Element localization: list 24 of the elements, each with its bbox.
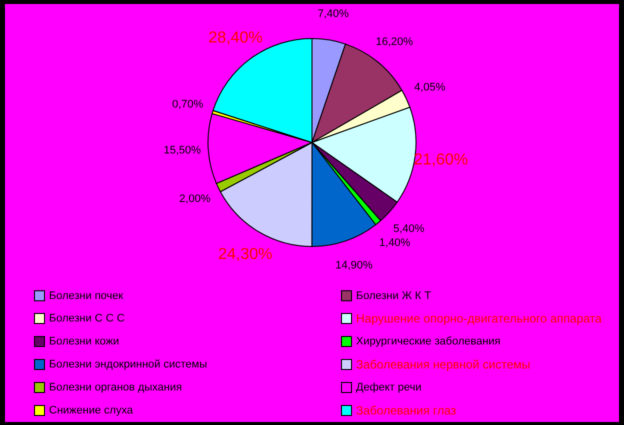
legend-label: Заболевания нервной системы [356, 358, 530, 372]
data-label: 4,05% [414, 82, 446, 94]
data-label: 15,50% [164, 144, 202, 156]
legend-label: Болезни С С С [49, 312, 125, 324]
data-label: 1,40% [379, 236, 411, 249]
data-label: 14,90% [335, 260, 373, 272]
data-label: 24,30% [218, 246, 272, 264]
legend-label: Болезни органов дыхания [49, 382, 182, 394]
data-label: 28,40% [208, 29, 263, 46]
legend-label: Нарушение опорно-двигательного аппарата [356, 312, 602, 326]
data-label: 0,70% [172, 98, 204, 110]
data-label: 5,40% [393, 223, 425, 236]
legend-label: Заболевания глаз [356, 404, 457, 418]
legend-label: Снижение слуха [49, 404, 134, 416]
data-label: 21,60% [414, 152, 468, 169]
legend-label: Дефект речи [356, 382, 422, 394]
data-label: 16,20% [376, 36, 414, 48]
legend-label: Болезни кожи [49, 336, 120, 348]
legend-label: Болезни Ж К Т [356, 290, 432, 302]
legend-label: Болезни почек [49, 290, 124, 302]
legend-label: Болезни эндокринной системы [49, 358, 208, 370]
data-label: 7,40% [318, 8, 350, 20]
legend-label: Хирургические заболевания [356, 336, 501, 348]
data-label: 2,00% [179, 192, 211, 205]
